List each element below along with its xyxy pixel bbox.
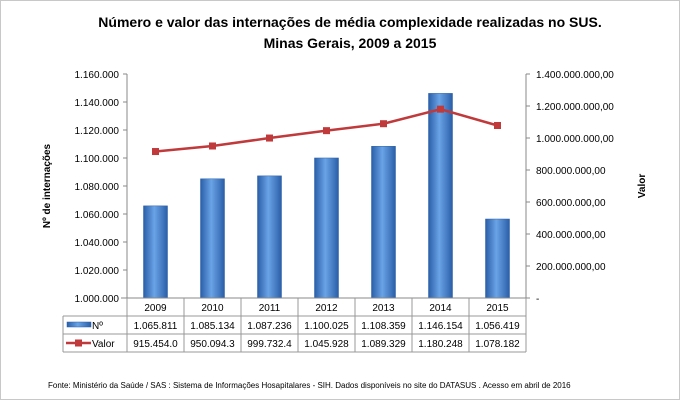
table-cell-n: 1.085.134: [190, 321, 235, 332]
y-right-tick-label: 600.000.000,00: [536, 198, 606, 209]
legend-label-n: Nº: [92, 321, 103, 332]
valor-point-2010: [209, 142, 216, 150]
valor-point-2015: [494, 121, 501, 129]
table-cell-valor: 1.180.248: [418, 339, 463, 350]
x-tick-label: 2010: [201, 303, 224, 314]
table-cell-valor: 1.089.329: [361, 339, 406, 350]
y-left-tick-label: 1.000.000: [75, 294, 120, 305]
y-left-tick-label: 1.100.000: [75, 154, 120, 165]
y-right-tick-label: 1.200.000.000,00: [536, 102, 614, 113]
table-cell-valor: 950.094.3: [190, 339, 235, 350]
x-tick-label: 2009: [144, 303, 167, 314]
y-left-tick-label: 1.120.000: [75, 126, 120, 137]
valor-point-2014: [437, 105, 444, 113]
y-right-tick-label: 200.000.000,00: [536, 262, 606, 273]
table-cell-valor: 1.045.928: [304, 339, 349, 350]
table-cell-n: 1.146.154: [418, 321, 463, 332]
chart-subtitle: Minas Gerais, 2009 a 2015: [264, 35, 437, 51]
valor-point-2013: [380, 120, 387, 128]
table-cell-n: 1.056.419: [475, 321, 520, 332]
bar-2014: [428, 93, 453, 299]
y-left-tick-label: 1.040.000: [75, 238, 120, 249]
bar-2013: [371, 146, 396, 299]
table-cell-valor: 999.732.4: [247, 339, 292, 350]
table-cell-valor: 915.454.0: [133, 339, 178, 350]
x-tick-label: 2014: [429, 303, 452, 314]
chart-title: Número e valor das internações de média …: [98, 14, 601, 30]
footer-source: Fonte: Ministério da Saúde / SAS : Siste…: [48, 381, 571, 390]
valor-point-2012: [323, 127, 330, 135]
table-cell-valor: 1.078.182: [475, 339, 520, 350]
legend-label-valor: Valor: [92, 339, 115, 350]
y-left-tick-label: 1.140.000: [75, 98, 120, 109]
y-axis-right-label: Valor: [637, 174, 648, 199]
y-right-tick-label: 800.000.000,00: [536, 166, 606, 177]
y-right-tick-label: 400.000.000,00: [536, 230, 606, 241]
bar-2009: [143, 205, 168, 299]
x-tick-label: 2013: [372, 303, 395, 314]
x-tick-label: 2012: [315, 303, 338, 314]
table-cell-n: 1.100.025: [304, 321, 349, 332]
y-right-tick-label: 1.000.000.000,00: [536, 134, 614, 145]
table-cell-n: 1.087.236: [247, 321, 292, 332]
bar-2010: [200, 178, 225, 299]
y-left-tick-label: 1.060.000: [75, 210, 120, 221]
bar-2011: [257, 175, 282, 299]
legend-key-bar: [66, 321, 92, 328]
table-cell-n: 1.065.811: [134, 321, 178, 332]
legend-key-marker: [75, 339, 82, 347]
y-left-tick-label: 1.020.000: [75, 266, 120, 277]
bar-2015: [485, 218, 510, 299]
y-right-tick-label: -: [536, 294, 539, 305]
bar-2012: [314, 157, 339, 299]
table-cell-n: 1.108.359: [361, 321, 406, 332]
y-left-tick-label: 1.080.000: [75, 182, 120, 193]
y-right-tick-label: 1.400.000.000,00: [536, 70, 614, 81]
y-left-tick-label: 1.160.000: [75, 70, 120, 81]
x-tick-label: 2011: [259, 303, 281, 314]
x-tick-label: 2015: [486, 303, 509, 314]
valor-point-2009: [152, 148, 159, 156]
valor-point-2011: [266, 134, 273, 142]
y-axis-left-label: Nº de internações: [42, 143, 53, 228]
